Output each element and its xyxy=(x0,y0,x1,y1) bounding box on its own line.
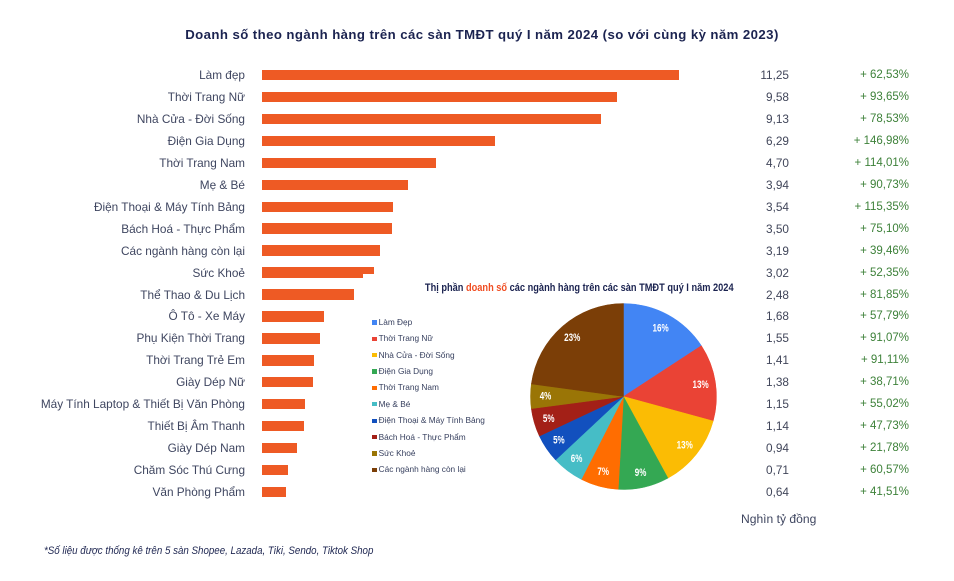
svg-text:6%: 6% xyxy=(571,453,583,465)
svg-text:23%: 23% xyxy=(564,332,580,344)
svg-text:9%: 9% xyxy=(635,467,647,479)
svg-text:5%: 5% xyxy=(553,435,565,447)
svg-text:7%: 7% xyxy=(597,466,609,478)
svg-text:16%: 16% xyxy=(653,322,669,334)
svg-text:5%: 5% xyxy=(543,413,555,425)
svg-text:4%: 4% xyxy=(540,391,552,403)
svg-text:13%: 13% xyxy=(677,439,693,451)
svg-text:13%: 13% xyxy=(693,379,709,391)
